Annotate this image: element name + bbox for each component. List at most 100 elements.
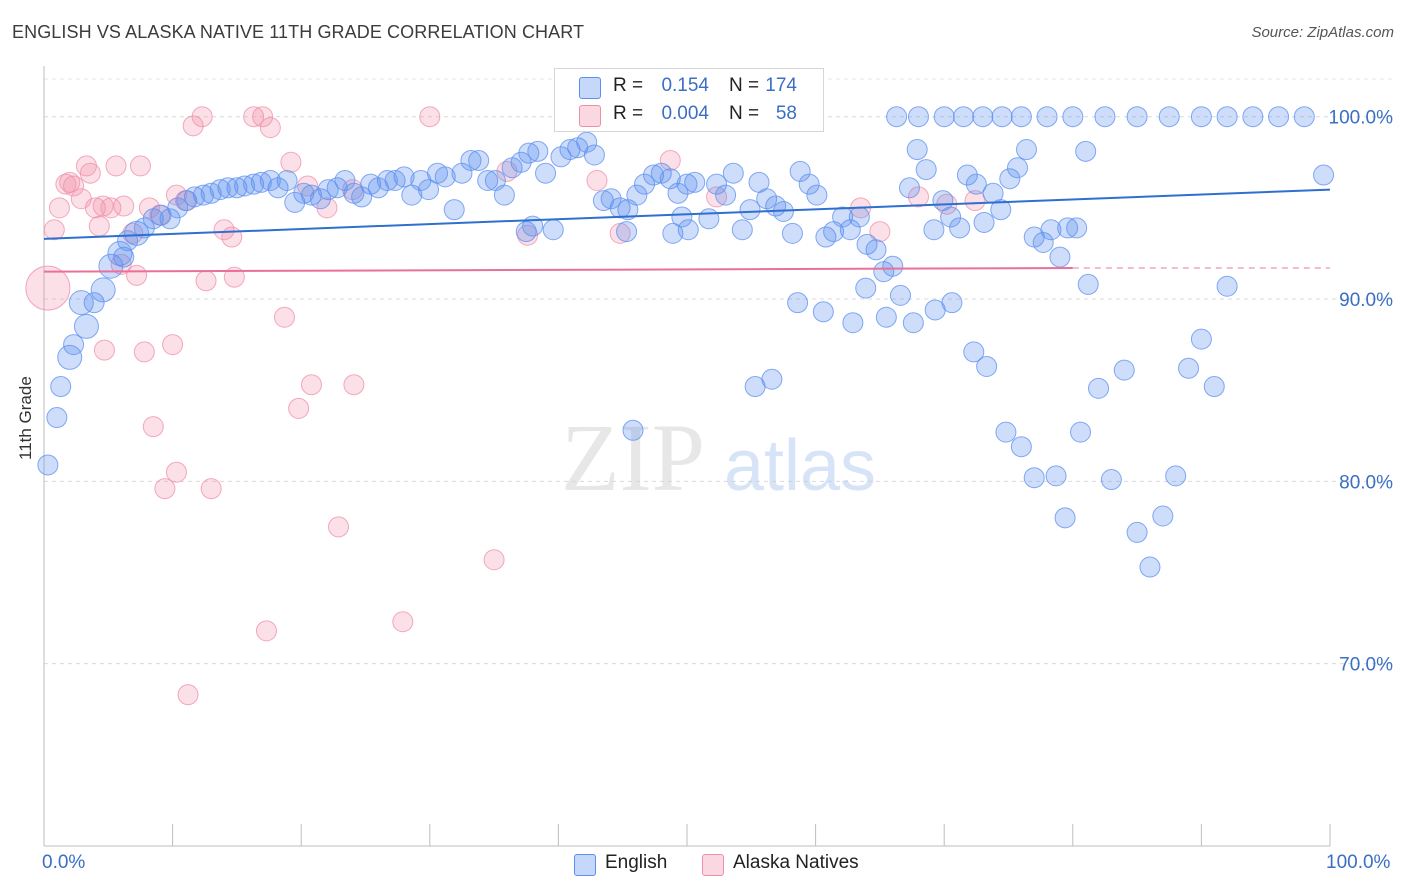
data-point	[990, 199, 1012, 221]
data-point	[634, 173, 656, 195]
data-point	[376, 170, 398, 192]
data-point	[875, 306, 897, 328]
data-point	[684, 171, 706, 193]
trend-line-english	[43, 188, 1331, 240]
data-point	[477, 170, 499, 192]
data-point	[48, 197, 70, 219]
data-point	[55, 173, 77, 195]
data-point	[902, 312, 924, 334]
data-point	[259, 170, 281, 192]
y-tick-label: 100.0%	[1329, 108, 1394, 129]
data-point	[57, 344, 83, 370]
data-point	[288, 397, 310, 419]
legend-label: English	[605, 852, 668, 873]
data-point	[88, 215, 110, 237]
data-point	[798, 173, 820, 195]
data-point	[576, 131, 598, 153]
data-point	[1268, 106, 1290, 128]
data-point	[250, 171, 272, 193]
data-point	[952, 106, 974, 128]
data-point	[133, 341, 155, 363]
data-point	[542, 219, 564, 241]
data-point	[195, 270, 217, 292]
data-point	[46, 407, 68, 429]
data-point	[63, 334, 85, 356]
data-point	[159, 208, 181, 230]
data-point	[940, 206, 962, 228]
data-point	[976, 355, 998, 377]
source-label: Source: ZipAtlas.com	[1251, 24, 1394, 41]
data-point	[1077, 273, 1099, 295]
data-point	[183, 186, 205, 208]
data-point	[1007, 157, 1029, 179]
data-point	[671, 206, 693, 228]
data-point	[418, 179, 440, 201]
n-label: N =	[729, 75, 760, 96]
data-point	[781, 222, 803, 244]
data-point	[1010, 106, 1032, 128]
data-point	[995, 421, 1017, 443]
n-value: 58	[775, 103, 797, 124]
data-point	[1010, 436, 1032, 458]
data-point	[25, 265, 71, 311]
data-point	[1088, 377, 1110, 399]
data-point	[963, 341, 985, 363]
data-point	[460, 149, 482, 171]
data-point	[182, 115, 204, 137]
data-point	[839, 219, 861, 241]
data-point	[92, 195, 114, 217]
data-point	[1216, 106, 1238, 128]
data-point	[667, 182, 689, 204]
data-point	[933, 106, 955, 128]
data-point	[731, 219, 753, 241]
data-point	[393, 166, 415, 188]
data-point	[259, 117, 281, 139]
data-point	[37, 454, 59, 476]
data-point	[906, 139, 928, 161]
data-point	[317, 179, 339, 201]
data-point	[68, 290, 94, 316]
data-point	[83, 292, 105, 314]
data-point	[93, 339, 115, 361]
data-point	[213, 219, 235, 241]
data-point	[1045, 465, 1067, 487]
data-point	[869, 221, 891, 243]
data-point	[200, 478, 222, 500]
data-point	[973, 211, 995, 233]
y-tick-label: 80.0%	[1339, 472, 1393, 493]
data-point	[105, 155, 127, 177]
data-point	[964, 190, 986, 212]
data-point	[739, 199, 761, 221]
data-point	[223, 266, 245, 288]
data-point	[626, 184, 648, 206]
data-point	[1126, 106, 1148, 128]
data-point	[243, 106, 265, 128]
data-point	[842, 312, 864, 334]
data-point	[527, 140, 549, 162]
english-swatch	[574, 854, 596, 876]
data-point	[706, 186, 728, 208]
data-point	[243, 173, 265, 195]
data-point	[698, 208, 720, 230]
data-point	[327, 516, 349, 538]
data-point	[991, 106, 1013, 128]
data-point	[643, 164, 665, 186]
data-point	[434, 166, 456, 188]
r-value: 0.004	[661, 103, 709, 124]
y-tick-label: 70.0%	[1339, 655, 1393, 676]
data-point	[915, 159, 937, 181]
data-point	[1113, 359, 1135, 381]
data-point	[221, 226, 243, 248]
data-point	[882, 255, 904, 277]
data-point	[343, 374, 365, 396]
data-point	[715, 184, 737, 206]
data-point	[1040, 219, 1062, 241]
data-point	[761, 368, 783, 390]
data-point	[659, 149, 681, 171]
data-point	[1016, 139, 1038, 161]
data-point	[280, 151, 302, 173]
data-point	[1066, 217, 1088, 239]
data-point	[177, 684, 199, 706]
data-point	[138, 197, 160, 219]
